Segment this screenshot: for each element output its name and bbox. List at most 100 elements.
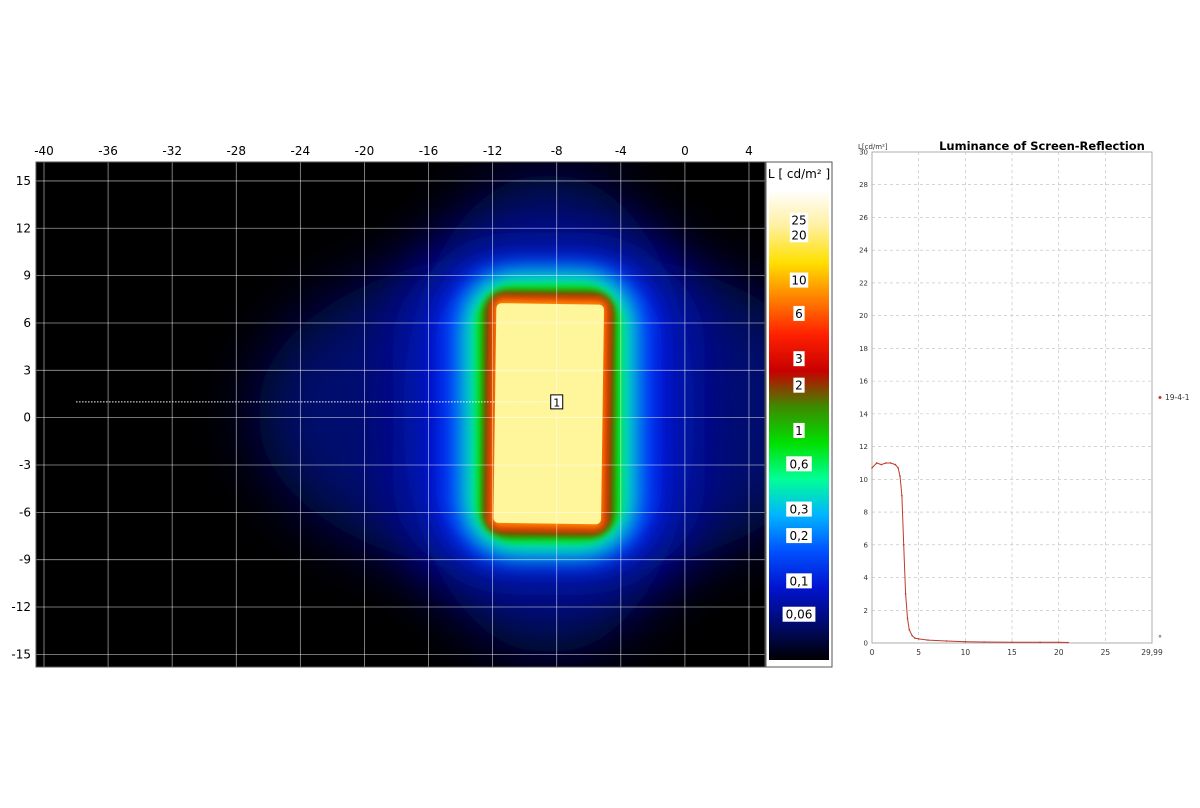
colorbar-tick-label: 20 — [791, 228, 806, 242]
x-tick-label: 4 — [745, 144, 753, 158]
luminance-heatmap: -40 -36 -32 -28 -24 -20 -16 -12 -8 -4 0 415129630-3… — [11, 144, 833, 668]
colorbar-tick-label: 0,3 — [789, 503, 808, 517]
colorbar-tick-bg — [793, 305, 805, 321]
y-tick-label: 18 — [859, 345, 868, 353]
colorbar-title: L [ cd/m² ] — [768, 167, 830, 181]
y-tick-label: -9 — [19, 553, 31, 567]
series-point — [899, 475, 901, 477]
y-tick-label: 4 — [864, 574, 869, 582]
x-tick-label: -8 — [551, 144, 563, 158]
colorbar-tick-bg — [793, 422, 805, 438]
y-tick-label: 3 — [23, 363, 31, 377]
y-tick-label: 14 — [859, 410, 868, 418]
series-point — [1057, 641, 1060, 644]
x-tick-label: 25 — [1101, 648, 1111, 657]
x-tick-label: -28 — [226, 144, 246, 158]
y-tick-label: 15 — [16, 174, 31, 188]
x-tick-label: 0 — [681, 144, 689, 158]
colorbar-tick-bg — [793, 351, 805, 367]
y-tick-label: 12 — [16, 221, 31, 235]
y-tick-label: 12 — [859, 443, 868, 451]
y-tick-label: -12 — [11, 600, 31, 614]
colorbar-tick-label: 10 — [791, 274, 806, 288]
x-tick-label: -40 — [34, 144, 54, 158]
series-point — [983, 641, 985, 643]
colorbar-tick-label: 0,6 — [789, 457, 808, 471]
y-tick-label: -3 — [19, 458, 31, 472]
y-tick-label: -15 — [11, 647, 31, 661]
colorbar-tick-bg — [782, 606, 816, 622]
series-point — [885, 462, 887, 464]
series-point — [904, 593, 907, 595]
heatmap-field — [257, 173, 765, 654]
colorbar-tick-bg — [793, 377, 805, 393]
series-point — [1011, 641, 1013, 643]
colorbar-tick-label: 6 — [795, 307, 803, 321]
colorbar-tick-label: 1 — [795, 424, 803, 438]
y-axis-label: L[cd/m²] — [858, 143, 888, 151]
colorbar-tick-label: 25 — [791, 214, 806, 228]
x-tick-label: 29,99 — [1141, 648, 1163, 657]
luminance-line-chart: Luminance of Screen-Reflection L[cd/m²] ° 0… — [858, 139, 1190, 657]
series-point — [875, 462, 878, 464]
series-point — [945, 640, 948, 642]
x-tick-label: -12 — [483, 144, 503, 158]
x-tick-label: 0 — [870, 648, 875, 657]
y-tick-label: 6 — [23, 316, 31, 330]
series-point — [902, 544, 905, 546]
colorbar-tick-label: 3 — [795, 352, 803, 366]
colorbar-tick-bg — [786, 501, 812, 517]
colorbar-tick-bg — [786, 456, 812, 472]
colorbar-tick-bg — [789, 227, 809, 243]
series-point — [906, 617, 909, 620]
y-tick-label: 16 — [859, 378, 868, 386]
chart-title: Luminance of Screen-Reflection — [939, 139, 1145, 153]
x-tick-label: 5 — [916, 648, 921, 657]
series-point — [911, 634, 913, 637]
bright-core — [493, 303, 604, 525]
series-point — [901, 494, 903, 497]
series-point — [914, 637, 916, 639]
series-point — [917, 638, 920, 640]
y-tick-label: 26 — [859, 214, 868, 222]
colorbar-tick-label: 0,1 — [789, 574, 808, 588]
y-tick-label: 0 — [864, 640, 868, 648]
heatmap-grid — [36, 162, 765, 667]
heatmap-frame — [35, 161, 766, 668]
y-tick-label: 22 — [859, 279, 868, 287]
y-tick-label: 28 — [859, 181, 868, 189]
x-tick-label: 15 — [1007, 648, 1017, 657]
y-tick-label: 9 — [23, 269, 31, 283]
y-tick-label: 2 — [864, 607, 868, 615]
y-tick-label: 8 — [864, 509, 868, 517]
y-tick-label: 30 — [859, 149, 868, 157]
series-point — [1039, 641, 1041, 644]
series-point — [894, 463, 897, 466]
colorbar-tick-label: 0,2 — [789, 529, 808, 543]
x-axis-label: ° — [1158, 634, 1162, 643]
series-point — [897, 467, 899, 469]
colorbar-tick-label: 0,06 — [786, 608, 813, 622]
x-tick-label: 10 — [961, 648, 971, 657]
series-point — [871, 467, 873, 469]
y-tick-label: 20 — [859, 312, 868, 320]
y-tick-label: -6 — [19, 505, 31, 519]
colorbar-tick-bg — [786, 573, 812, 589]
x-tick-label: -24 — [291, 144, 311, 158]
y-tick-label: 24 — [859, 247, 868, 255]
x-tick-label: -20 — [355, 144, 375, 158]
x-tick-label: 20 — [1054, 648, 1064, 657]
colorbar-tick-bg — [789, 272, 809, 288]
measurement-marker-label: 1 — [553, 396, 560, 409]
series-point — [964, 640, 967, 643]
y-tick-label: 0 — [23, 411, 31, 425]
measurement-marker — [550, 394, 564, 410]
x-tick-label: -4 — [615, 144, 627, 158]
legend-marker — [1158, 396, 1162, 399]
series-point — [889, 462, 892, 464]
y-tick-label: 6 — [864, 541, 869, 549]
colorbar-tick-bg — [789, 212, 809, 228]
series-point — [880, 463, 883, 466]
series-point — [908, 629, 911, 631]
